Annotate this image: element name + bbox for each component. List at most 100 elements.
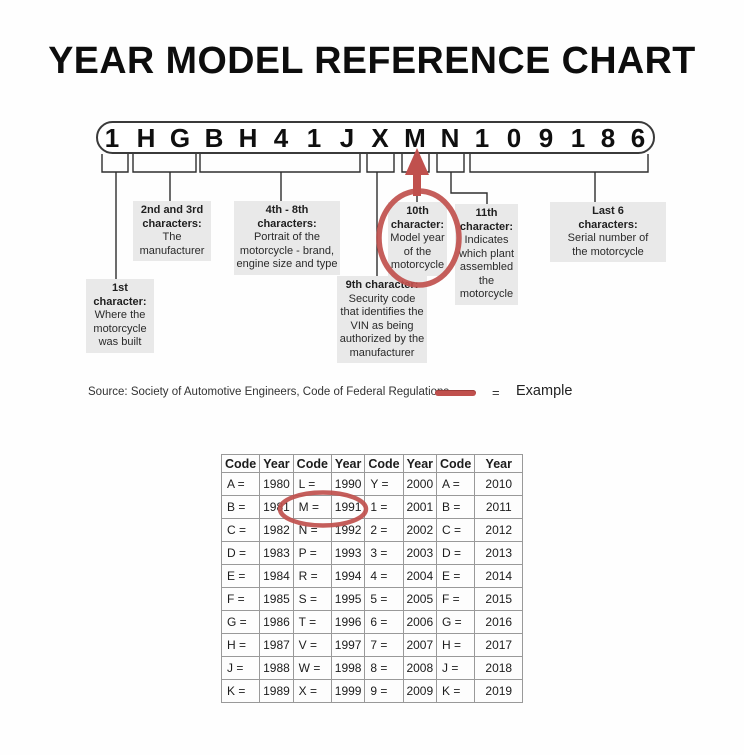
table-cell-code: P = bbox=[292, 541, 332, 565]
table-row: D = 1983 P = 1993 3 = 2003 D = 2013 bbox=[220, 541, 524, 565]
bracket-1st bbox=[101, 154, 129, 173]
bracket-2nd-3rd bbox=[132, 154, 197, 173]
callout-2nd-3rd-body: The manufacturer bbox=[139, 231, 205, 257]
table-cell-code: N = bbox=[292, 518, 332, 542]
vin-char-5: H bbox=[238, 123, 258, 153]
table-header-code: Code bbox=[292, 454, 332, 473]
table-cell-code: G = bbox=[220, 610, 261, 634]
vin-char-17: 6 bbox=[630, 123, 646, 153]
vin-char-12: 1 bbox=[474, 123, 490, 153]
vin-char-1: 1 bbox=[104, 123, 120, 153]
table-cell-year: 2012 bbox=[474, 518, 524, 542]
table-cell-code: S = bbox=[292, 587, 332, 611]
table-cell-code: L = bbox=[292, 472, 332, 496]
table-cell-year: 2011 bbox=[474, 495, 524, 519]
table-header-year: Year bbox=[259, 454, 294, 473]
table-cell-year: 1993 bbox=[330, 541, 366, 565]
table-cell-year: 2007 bbox=[402, 633, 438, 657]
table-cell-year: 2001 bbox=[402, 495, 438, 519]
table-cell-year: 1990 bbox=[330, 472, 366, 496]
table-cell-code: E = bbox=[220, 564, 261, 588]
bracket-9th bbox=[366, 154, 395, 173]
table-cell-year: 2003 bbox=[402, 541, 438, 565]
table-cell-year: 1988 bbox=[259, 656, 294, 680]
table-cell-year: 2004 bbox=[402, 564, 438, 588]
callout-1st-body: Where the motorcycle was built bbox=[93, 309, 147, 348]
table-cell-code: K = bbox=[436, 679, 476, 703]
callout-1st-title: 1st character: bbox=[93, 282, 147, 308]
bracket-last-6 bbox=[469, 154, 649, 173]
vin-char-9: X bbox=[371, 123, 389, 153]
table-cell-year: 1998 bbox=[330, 656, 366, 680]
vin-char-11: N bbox=[440, 123, 460, 153]
table-cell-year: 2017 bbox=[474, 633, 524, 657]
table-cell-year: 1989 bbox=[259, 679, 294, 703]
callout-4th-8th: 4th - 8th characters: Portrait of the mo… bbox=[234, 201, 340, 275]
table-row: B = 1981 M = 1991 1 = 2001 B = 2011 bbox=[220, 495, 524, 519]
vin-char-10: M bbox=[404, 123, 426, 153]
table-cell-code: 7 = bbox=[364, 633, 404, 657]
table-cell-year: 2002 bbox=[402, 518, 438, 542]
vin-char-14: 9 bbox=[538, 123, 554, 153]
legend-equals: = bbox=[492, 385, 500, 400]
vin-char-16: 8 bbox=[600, 123, 616, 153]
vin-char-4: B bbox=[204, 123, 224, 153]
table-cell-code: 3 = bbox=[364, 541, 404, 565]
table-cell-code: X = bbox=[292, 679, 332, 703]
legend-example-label: Example bbox=[516, 383, 573, 399]
table-row: E = 1984 R = 1994 4 = 2004 E = 2014 bbox=[220, 564, 524, 588]
table-header-code: Code bbox=[436, 454, 476, 473]
table-cell-code: C = bbox=[220, 518, 261, 542]
callout-2nd-3rd: 2nd and 3rd characters: The manufacturer bbox=[133, 201, 211, 261]
table-cell-code: E = bbox=[436, 564, 476, 588]
vin-capsule bbox=[96, 121, 655, 154]
table-cell-year: 1982 bbox=[259, 518, 294, 542]
table-cell-code: R = bbox=[292, 564, 332, 588]
source-text: Source: Society of Automotive Engineers,… bbox=[88, 386, 450, 398]
table-cell-year: 1994 bbox=[330, 564, 366, 588]
table-cell-year: 2000 bbox=[402, 472, 438, 496]
table-header-year: Year bbox=[330, 454, 366, 473]
table-cell-code: W = bbox=[292, 656, 332, 680]
vin-char-6: 4 bbox=[273, 123, 289, 153]
callout-last-6-title: Last 6 characters: bbox=[578, 205, 638, 231]
example-line-icon bbox=[435, 390, 476, 396]
callout-11th-body: Indicates which plant assembled the moto… bbox=[458, 234, 515, 300]
table-cell-code: 2 = bbox=[364, 518, 404, 542]
table-cell-code: Y = bbox=[364, 472, 404, 496]
table-cell-year: 1992 bbox=[330, 518, 366, 542]
callout-9th-character: 9th character: Security code that identi… bbox=[337, 276, 427, 363]
table-cell-code: B = bbox=[220, 495, 261, 519]
table-cell-year: 2009 bbox=[402, 679, 438, 703]
table-cell-year: 1980 bbox=[259, 472, 294, 496]
table-cell-year: 2014 bbox=[474, 564, 524, 588]
callout-1st-character: 1st character: Where the motorcycle was … bbox=[86, 279, 154, 353]
callout-4th-8th-title: 4th - 8th characters: bbox=[257, 204, 317, 230]
table-row: C = 1982 N = 1992 2 = 2002 C = 2012 bbox=[220, 518, 524, 542]
table-cell-code: 4 = bbox=[364, 564, 404, 588]
table-cell-code: 9 = bbox=[364, 679, 404, 703]
table-cell-code: J = bbox=[436, 656, 476, 680]
table-cell-code: M = bbox=[292, 495, 332, 519]
table-cell-code: J = bbox=[220, 656, 261, 680]
vin-char-2: H bbox=[136, 123, 156, 153]
table-cell-code: F = bbox=[220, 587, 261, 611]
table-cell-year: 1985 bbox=[259, 587, 294, 611]
callout-11th-character: 11th character: Indicates which plant as… bbox=[455, 204, 518, 305]
connector-11th bbox=[450, 172, 488, 204]
table-cell-year: 2016 bbox=[474, 610, 524, 634]
table-header-year: Year bbox=[474, 454, 524, 473]
table-cell-code: G = bbox=[436, 610, 476, 634]
table-cell-code: A = bbox=[436, 472, 476, 496]
callout-last-6: Last 6 characters: Serial number of the … bbox=[550, 202, 666, 262]
table-cell-code: 1 = bbox=[364, 495, 404, 519]
table-cell-code: A = bbox=[220, 472, 261, 496]
table-cell-year: 1986 bbox=[259, 610, 294, 634]
table-header-year: Year bbox=[402, 454, 438, 473]
table-cell-code: C = bbox=[436, 518, 476, 542]
callout-2nd-3rd-title: 2nd and 3rd characters: bbox=[140, 204, 204, 230]
table-cell-year: 1987 bbox=[259, 633, 294, 657]
table-header-row: Code Year Code Year Code Year Code Year bbox=[220, 454, 524, 473]
vin-char-7: 1 bbox=[306, 123, 322, 153]
